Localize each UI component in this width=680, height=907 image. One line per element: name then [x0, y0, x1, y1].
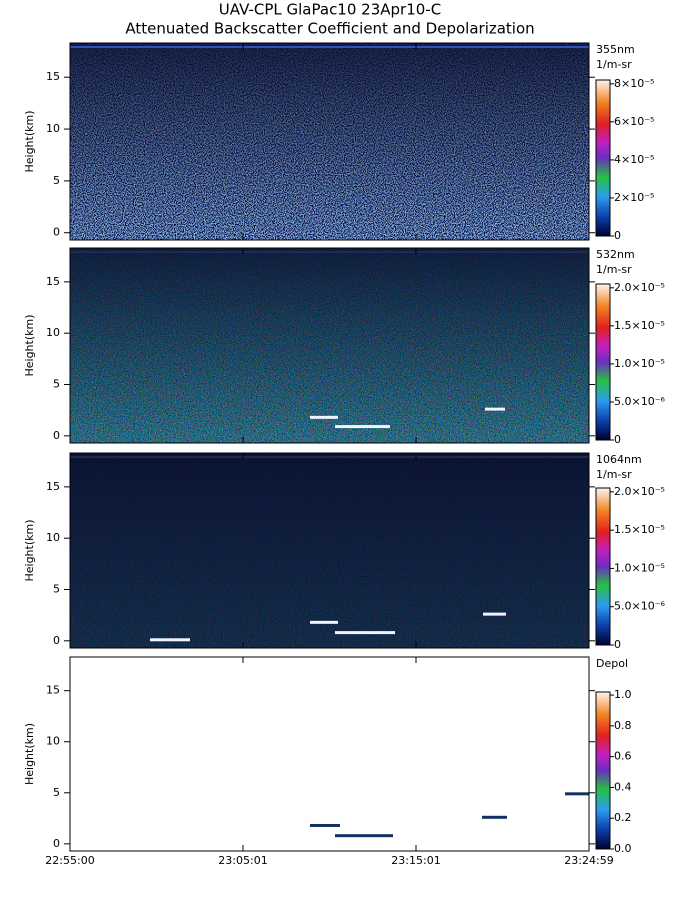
colorbar-label: 1/m-sr: [596, 58, 632, 71]
colorbar-label: 1064nm: [596, 453, 642, 466]
colorbar: [595, 283, 611, 441]
colorbar-tick-label: 0: [614, 229, 621, 242]
cloud-feature: [335, 631, 395, 635]
cloud-feature: [485, 407, 505, 411]
colorbar-tick-label: 0.2: [614, 811, 632, 824]
colorbar-tick-label: 1.0×10⁻⁵: [614, 357, 665, 370]
image-background: [70, 657, 589, 851]
y-tick-label: 10: [46, 735, 60, 748]
y-tick-label: 0: [53, 837, 60, 850]
cloud-feature: [310, 415, 338, 419]
colorbar-tick-label: 0: [614, 433, 621, 446]
colorbar-tick-label: 6×10⁻⁵: [614, 115, 654, 128]
surface-band: [70, 46, 589, 48]
y-tick-label: 15: [46, 684, 60, 697]
colorbar-tick-label: 0.0: [614, 842, 632, 855]
x-tick-label: 22:55:00: [45, 854, 94, 867]
y-axis-label: Height(km): [23, 519, 36, 581]
colorbar-tick-label: 0.8: [614, 719, 632, 732]
colorbar: [595, 79, 611, 237]
y-tick-label: 5: [53, 583, 60, 596]
x-tick-label: 23:24:59: [564, 854, 613, 867]
depol-feature: [482, 815, 507, 819]
colorbar-tick-label: 4×10⁻⁵: [614, 153, 654, 166]
colorbar-tick-label: 1.5×10⁻⁵: [614, 319, 665, 332]
plot-frame: [69, 656, 590, 852]
title-line: UAV-CPL GlaPac10 23Apr10-C: [219, 1, 441, 19]
colorbar-label: 355nm: [596, 43, 635, 56]
colorbar-tick-label: 0: [614, 638, 621, 651]
plot-frame: [69, 247, 590, 444]
depol-feature: [310, 823, 340, 827]
y-tick-label: 15: [46, 480, 60, 493]
colorbar: [595, 487, 611, 646]
cloud-feature: [310, 620, 338, 624]
colorbar-label: 1/m-sr: [596, 263, 632, 276]
y-tick-label: 10: [46, 531, 60, 544]
depol-feature: [565, 792, 589, 796]
cloud-feature: [483, 612, 506, 616]
depol-feature: [335, 834, 393, 838]
x-tick-label: 23:15:01: [391, 854, 440, 867]
y-tick-label: 15: [46, 70, 60, 83]
colorbar-label: Depol: [596, 657, 628, 670]
colorbar-tick-label: 8×10⁻⁵: [614, 77, 654, 90]
plot-frame: [69, 42, 590, 241]
colorbar-tick-label: 1.0×10⁻⁵: [614, 561, 665, 574]
y-tick-label: 0: [53, 226, 60, 239]
y-axis-label: Height(km): [23, 723, 36, 785]
y-tick-label: 0: [53, 429, 60, 442]
colorbar-tick-label: 1.5×10⁻⁵: [614, 523, 665, 536]
x-tick-label: 23:05:01: [218, 854, 267, 867]
colorbar-tick-label: 5.0×10⁻⁶: [614, 600, 666, 613]
colorbar-tick-label: 2.0×10⁻⁵: [614, 281, 665, 294]
surface-band: [70, 251, 589, 253]
y-tick-label: 5: [53, 174, 60, 187]
backscatter-texture: [70, 248, 589, 443]
plot-frame: [69, 452, 590, 649]
colorbar-tick-label: 5.0×10⁻⁶: [614, 395, 666, 408]
surface-band: [70, 456, 589, 458]
colorbar-tick-label: 2×10⁻⁵: [614, 191, 654, 204]
y-tick-label: 0: [53, 634, 60, 647]
colorbar-tick-label: 1.0: [614, 688, 632, 701]
y-tick-label: 15: [46, 275, 60, 288]
colorbar-label: 1/m-sr: [596, 468, 632, 481]
cloud-feature: [335, 425, 390, 429]
colorbar: [595, 691, 611, 850]
y-axis-label: Height(km): [23, 110, 36, 172]
colorbar-tick-label: 0.6: [614, 750, 632, 763]
title-line: Attenuated Backscatter Coefficient and D…: [125, 20, 534, 38]
backscatter-texture: [70, 453, 589, 648]
y-tick-label: 5: [53, 378, 60, 391]
colorbar-tick-label: 2.0×10⁻⁵: [614, 485, 665, 498]
colorbar-label: 532nm: [596, 248, 635, 261]
cloud-feature: [150, 638, 190, 642]
y-tick-label: 10: [46, 122, 60, 135]
y-tick-label: 5: [53, 786, 60, 799]
colorbar-tick-label: 0.4: [614, 780, 632, 793]
y-tick-label: 10: [46, 326, 60, 339]
backscatter-texture: [70, 43, 589, 240]
y-axis-label: Height(km): [23, 314, 36, 376]
